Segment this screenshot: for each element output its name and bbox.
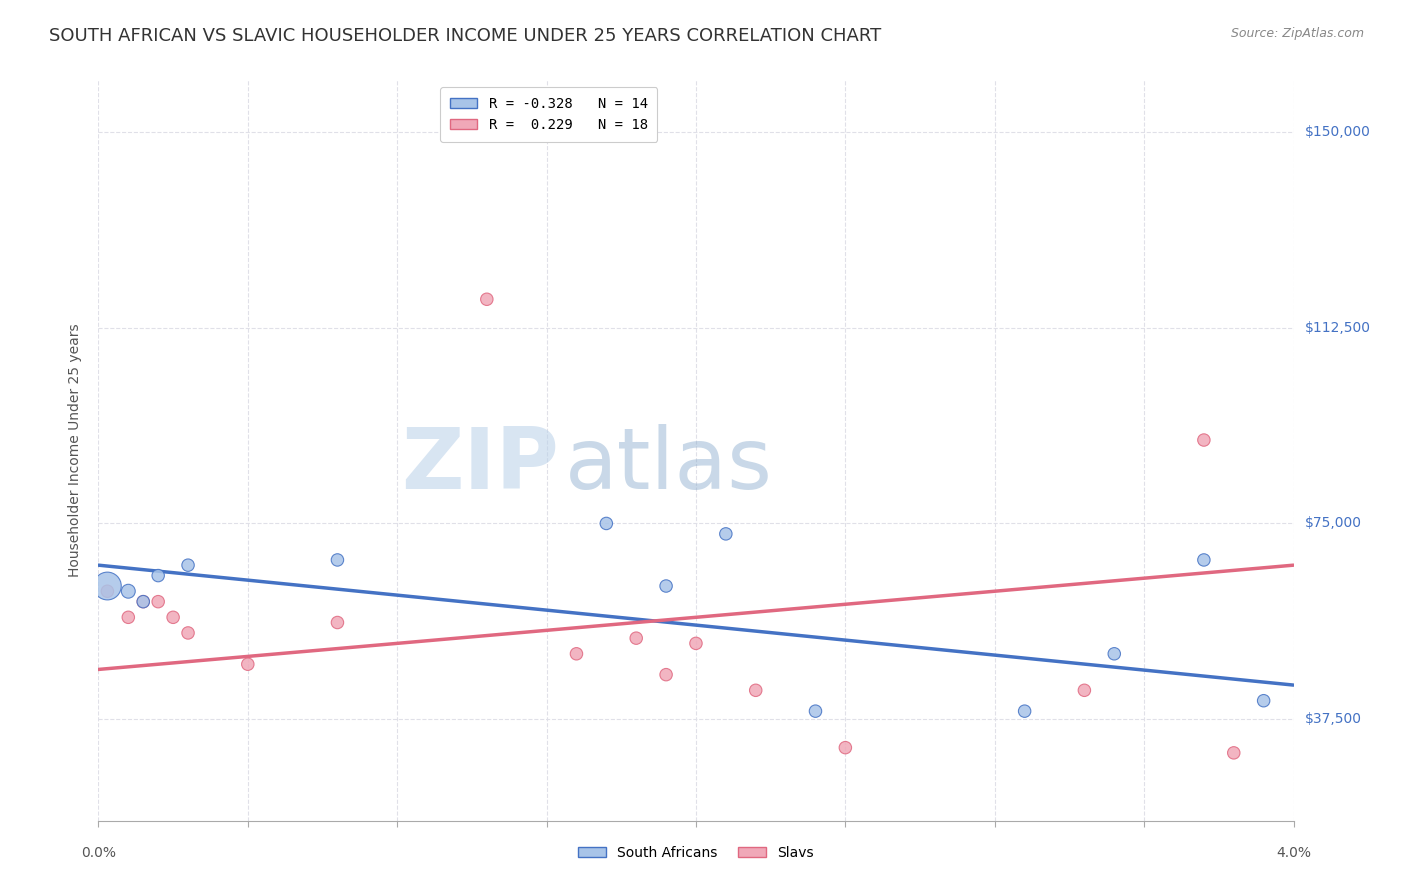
Point [117,610,139,624]
Point [714,527,737,541]
Legend: South Africans, Slavs: South Africans, Slavs [572,840,820,865]
Point [148,595,170,609]
Point [1073,683,1095,698]
Point [326,553,349,567]
Point [177,626,200,640]
Point [177,558,200,573]
Point [745,683,768,698]
Point [685,636,707,650]
Point [655,667,678,681]
Text: $150,000: $150,000 [1305,126,1371,139]
Text: $75,000: $75,000 [1305,516,1361,531]
Text: Source: ZipAtlas.com: Source: ZipAtlas.com [1230,27,1364,40]
Point [148,568,170,582]
Point [236,657,259,672]
Point [162,610,184,624]
Point [804,704,827,718]
Point [1223,746,1246,760]
Point [96,579,118,593]
Point [96,584,118,599]
Point [132,595,155,609]
Point [565,647,588,661]
Point [1253,694,1275,708]
Point [475,292,498,306]
Point [595,516,617,531]
Y-axis label: Householder Income Under 25 years: Householder Income Under 25 years [69,324,83,577]
Point [1192,553,1215,567]
Point [1014,704,1036,718]
Point [1192,433,1215,447]
Text: 4.0%: 4.0% [1277,846,1310,860]
Text: atlas: atlas [565,424,772,507]
Point [655,579,678,593]
Point [326,615,349,630]
Point [117,584,139,599]
Text: 0.0%: 0.0% [82,846,115,860]
Text: $112,500: $112,500 [1305,321,1371,334]
Point [132,595,155,609]
Point [1104,647,1126,661]
Point [834,740,856,755]
Point [626,631,648,645]
Text: ZIP: ZIP [401,424,558,507]
Text: $37,500: $37,500 [1305,712,1361,726]
Text: SOUTH AFRICAN VS SLAVIC HOUSEHOLDER INCOME UNDER 25 YEARS CORRELATION CHART: SOUTH AFRICAN VS SLAVIC HOUSEHOLDER INCO… [49,27,882,45]
